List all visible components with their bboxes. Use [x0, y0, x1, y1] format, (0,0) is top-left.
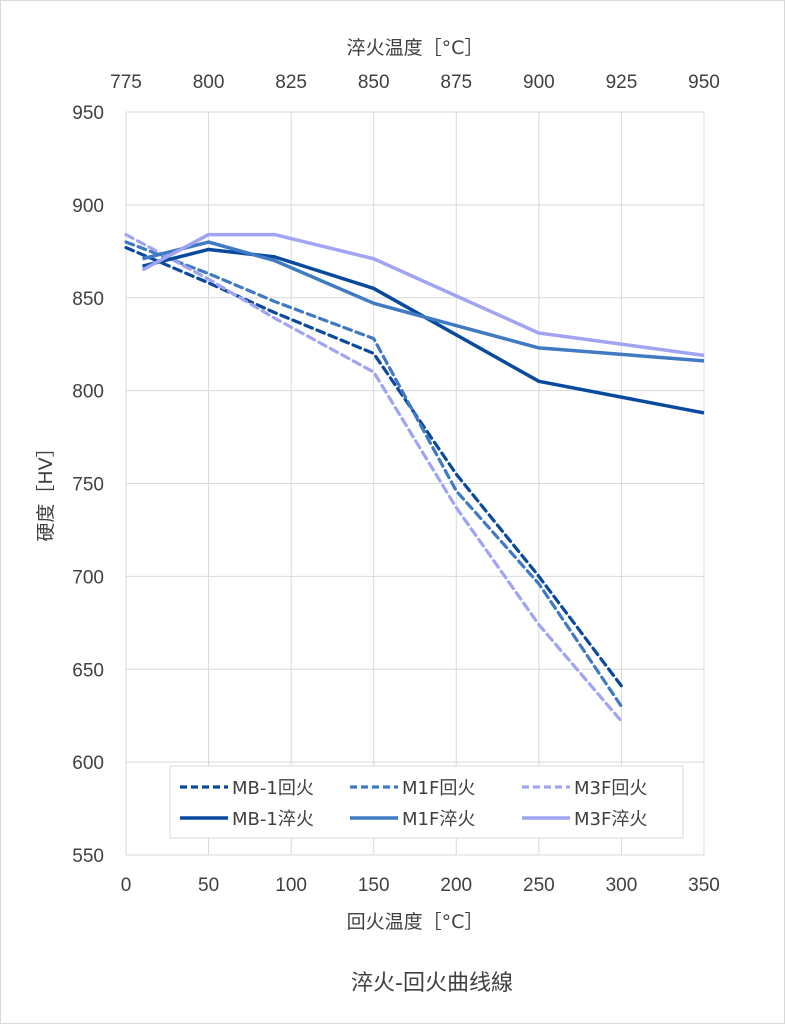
series-line-5: [142, 240, 705, 363]
gridlines: [125, 111, 705, 856]
series-line-6: [141, 232, 705, 358]
legend-item: M3F回火: [522, 778, 647, 799]
y-tick-label: 700: [72, 567, 104, 588]
legend-item: M1F淬火: [350, 809, 475, 830]
series-line-1: [124, 245, 624, 688]
legend: MB-1回火 M1F回火 M3F回火 MB-1淬火 M1F淬火 M3F淬火: [169, 765, 684, 839]
x-axis-title: 回火温度［°C］: [347, 911, 484, 933]
x2-tick-label: 775: [110, 72, 142, 93]
chart-title: 淬火-回火曲线線: [351, 971, 513, 996]
x-tick-label: 350: [688, 875, 720, 896]
series-line-3: [124, 232, 624, 723]
x-tick-label: 300: [606, 875, 638, 896]
x2-tick-label: 950: [688, 72, 720, 93]
x2-tick-label: 850: [358, 72, 390, 93]
x2-tick-label: 925: [606, 72, 638, 93]
x2-tick-label: 875: [440, 72, 472, 93]
legend-item: MB-1淬火: [180, 809, 314, 830]
x-tick-label: 250: [523, 875, 555, 896]
x-axis-ticks: 0 50 100 150 200 250 300 350: [121, 875, 720, 896]
legend-item: MB-1回火: [180, 778, 314, 799]
x-tick-label: 0: [121, 875, 132, 896]
x-tick-label: 200: [440, 875, 472, 896]
legend-item: M3F淬火: [522, 809, 647, 830]
legend-label: MB-1淬火: [232, 809, 314, 830]
y-tick-label: 600: [72, 753, 104, 774]
y-tick-label: 850: [72, 289, 104, 310]
series-lines: [124, 232, 705, 723]
legend-label: M3F回火: [574, 778, 647, 799]
legend-item: M1F回火: [350, 778, 475, 799]
x2-tick-label: 825: [275, 72, 307, 93]
y-tick-label: 950: [72, 103, 104, 124]
y-tick-label: 750: [72, 475, 104, 496]
y-tick-label: 550: [72, 846, 104, 867]
y-tick-label: 800: [72, 382, 104, 403]
legend-label: M1F淬火: [402, 809, 475, 830]
y-axis-title: 硬度［HV］: [35, 438, 57, 541]
y-tick-label: 650: [72, 660, 104, 681]
secondary-x-axis-ticks: 775 800 825 850 875 900 925 950: [110, 72, 720, 93]
y-axis-ticks: 550 600 650 700 750 800 850 900 950: [72, 103, 104, 867]
x2-tick-label: 800: [193, 72, 225, 93]
x-tick-label: 150: [358, 875, 390, 896]
legend-label: M1F回火: [402, 778, 475, 799]
series-line-4: [142, 247, 705, 415]
legend-box: [169, 765, 684, 839]
series-line-2: [124, 240, 624, 709]
secondary-x-axis-title: 淬火温度［°C］: [347, 37, 484, 59]
x2-tick-label: 900: [523, 72, 555, 93]
x-tick-label: 100: [275, 875, 307, 896]
x-tick-label: 50: [198, 875, 219, 896]
legend-label: MB-1回火: [232, 778, 314, 799]
y-tick-label: 900: [72, 196, 104, 217]
legend-label: M3F淬火: [574, 809, 647, 830]
